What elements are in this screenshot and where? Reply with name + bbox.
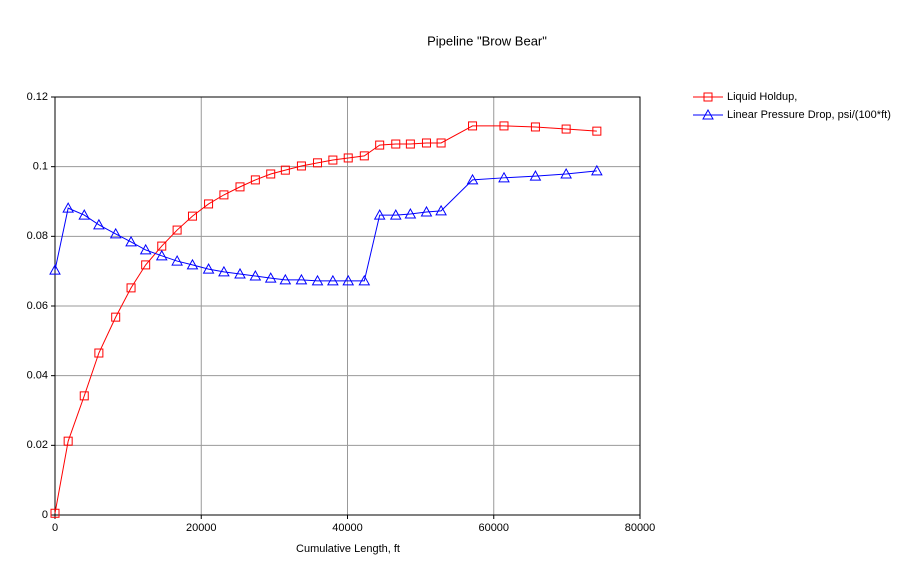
x-tick-label: 0 [52,522,58,534]
legend-label: Linear Pressure Drop, psi/(100*ft) [727,109,891,121]
marker [499,121,509,131]
marker [375,140,385,150]
marker [358,274,371,286]
y-tick-label: 0.02 [27,439,48,451]
marker [279,273,292,285]
marker [187,211,197,221]
marker [327,274,339,286]
marker [111,312,121,322]
marker [359,151,369,161]
marker [389,209,402,220]
marker [391,139,401,149]
marker [311,274,324,286]
marker [529,170,542,181]
marker [125,235,137,247]
marker [234,267,246,279]
marker [218,265,230,277]
series-line [54,170,597,282]
marker [280,165,290,175]
marker [466,173,479,185]
marker [63,436,73,446]
marker [436,138,446,148]
marker [78,209,91,220]
marker [328,155,338,165]
marker [342,274,355,286]
marker [50,508,60,518]
legend-marker [702,108,714,120]
marker [62,202,75,213]
marker [126,283,136,293]
marker [93,218,105,230]
x-tick-label: 80000 [625,522,656,534]
legend-label: Liquid Holdup, [727,91,797,103]
marker [266,169,276,179]
x-tick-label: 20000 [186,522,217,534]
y-tick-label: 0.12 [27,91,48,103]
marker [313,158,323,168]
marker [141,260,151,270]
marker [498,171,510,183]
marker [139,243,152,255]
marker [219,190,229,200]
marker [421,138,431,148]
marker [249,270,262,281]
chart-title: Pipeline "Brow Bear" [427,33,547,48]
y-tick-label: 0.08 [27,230,48,242]
marker [235,182,245,192]
legend-marker [703,92,713,102]
marker [155,249,168,261]
marker [296,161,306,171]
plot-frame [54,96,641,516]
marker [94,348,104,358]
marker [420,205,433,217]
marker [435,204,447,216]
marker [560,167,572,179]
marker [264,272,277,283]
x-axis-label: Cumulative Length, ft [296,543,400,555]
marker [405,139,415,149]
y-tick-label: 0.06 [27,300,48,312]
marker [204,199,214,209]
y-tick-label: 0.1 [33,161,48,173]
marker [295,273,308,285]
marker [250,175,260,185]
marker [186,258,199,270]
marker [171,255,183,266]
marker [49,264,61,275]
marker [373,209,386,220]
marker [202,263,215,274]
marker [172,225,182,235]
series-line [54,125,597,514]
marker [79,391,89,401]
marker [592,126,602,136]
y-tick-label: 0.04 [27,370,48,382]
marker [591,164,603,176]
marker [343,153,353,163]
x-tick-label: 40000 [332,522,363,534]
marker [468,121,478,131]
x-tick-label: 60000 [478,522,509,534]
y-tick-label: 0 [42,509,48,521]
marker [530,122,540,132]
marker [109,227,122,239]
marker [404,208,417,219]
marker [561,124,571,134]
